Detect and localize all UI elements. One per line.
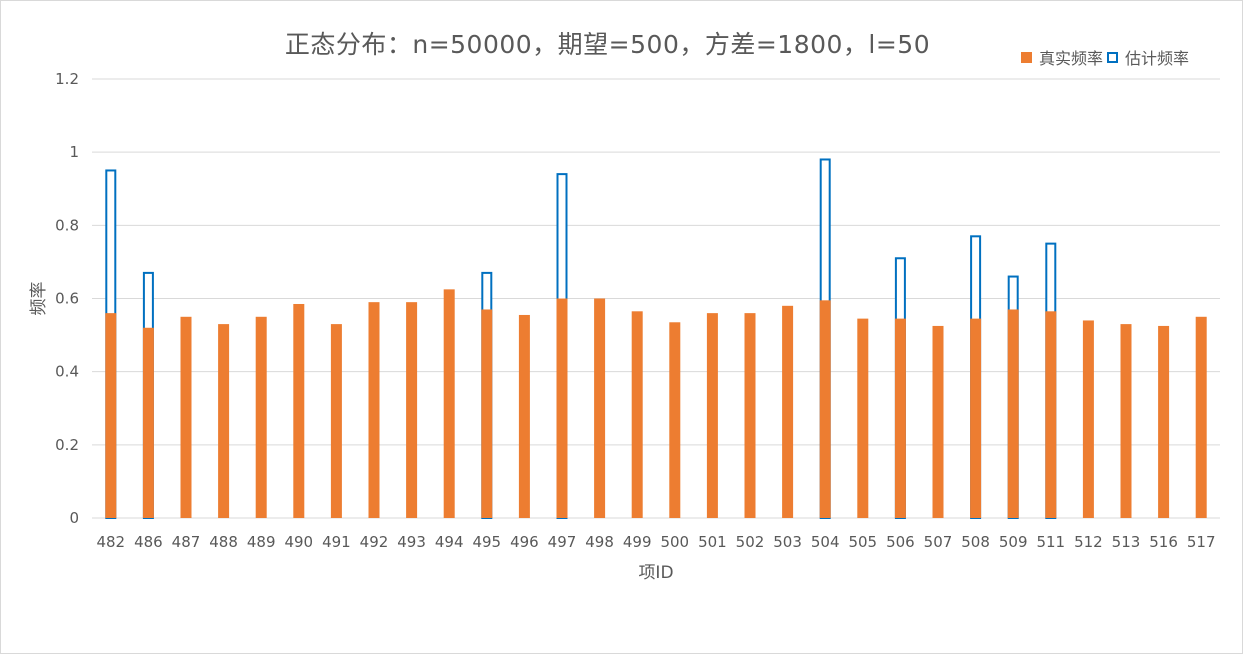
bars: [105, 158, 1207, 520]
bar-true-frequency: [218, 324, 230, 518]
bar-true-frequency: [594, 298, 606, 518]
bar-true-frequency: [293, 303, 305, 518]
x-tick-label: 509: [999, 533, 1028, 551]
y-tick-label: 1.2: [55, 70, 79, 88]
y-tick-label: 0.6: [55, 290, 79, 308]
legend-swatch-estimated-frequency: [1107, 51, 1119, 63]
chart-title: 正态分布：n=50000，期望=500，方差=1800，l=50: [284, 30, 931, 59]
x-tick-label: 504: [811, 533, 840, 551]
bar-true-frequency: [518, 314, 530, 518]
legend-label-true-frequency: 真实频率: [1039, 49, 1104, 68]
bar-true-frequency: [706, 313, 718, 518]
x-tick-label: 493: [397, 533, 426, 551]
bar-true-frequency: [744, 313, 756, 518]
bar-true-frequency: [1082, 320, 1094, 518]
legend: 真实频率 估计频率: [1021, 45, 1193, 69]
bar-true-frequency: [556, 298, 568, 518]
x-tick-label: 506: [886, 533, 915, 551]
y-axis-ticks: 0 0.2 0.4 0.6 0.8 1 1.2: [55, 70, 79, 527]
x-tick-label: 507: [924, 533, 953, 551]
x-tick-label: 492: [360, 533, 389, 551]
legend-label-estimated-frequency: 估计频率: [1125, 49, 1190, 68]
y-tick-label: 0: [69, 509, 79, 527]
x-tick-label: 500: [660, 533, 689, 551]
bar-true-frequency: [669, 322, 681, 518]
bar-true-frequency: [970, 318, 982, 518]
bar-true-frequency: [180, 316, 192, 518]
legend-swatch-true-frequency: [1021, 51, 1032, 63]
x-tick-label: 498: [585, 533, 614, 551]
x-tick-label: 491: [322, 533, 351, 551]
bar-true-frequency: [481, 309, 493, 518]
bar-true-frequency: [631, 311, 643, 518]
bar-true-frequency: [1120, 324, 1132, 518]
bar-true-frequency: [1045, 311, 1057, 518]
bar-true-frequency: [894, 318, 906, 518]
x-tick-label: 482: [96, 533, 125, 551]
y-tick-label: 0.8: [55, 216, 79, 234]
bar-true-frequency: [932, 325, 944, 518]
x-tick-label: 488: [209, 533, 238, 551]
bar-true-frequency: [1158, 325, 1170, 518]
bar-true-frequency: [105, 313, 117, 518]
bar-true-frequency: [406, 302, 418, 518]
y-tick-label: 0.2: [55, 436, 79, 454]
x-axis-title: 项ID: [638, 563, 673, 583]
bar-true-frequency: [255, 316, 267, 518]
x-tick-label: 513: [1112, 533, 1141, 551]
x-tick-label: 512: [1074, 533, 1103, 551]
x-tick-label: 505: [848, 533, 877, 551]
x-axis-ticks: 482 486 487 488 489 490 491 492 493 494 495 496 497 4…: [96, 533, 1215, 551]
bar-true-frequency: [368, 302, 380, 518]
x-tick-label: 489: [247, 533, 276, 551]
gridlines: [92, 78, 1220, 519]
bar-true-frequency: [819, 300, 831, 518]
x-tick-label: 511: [1036, 533, 1065, 551]
y-tick-label: 1: [69, 143, 79, 161]
y-axis-title: 频率: [29, 282, 49, 316]
x-tick-label: 508: [961, 533, 990, 551]
x-tick-label: 499: [623, 533, 652, 551]
x-tick-label: 495: [472, 533, 501, 551]
bar-true-frequency: [142, 327, 154, 518]
x-tick-label: 516: [1149, 533, 1178, 551]
bar-true-frequency: [330, 324, 342, 518]
x-tick-label: 490: [284, 533, 313, 551]
y-tick-label: 0.4: [55, 363, 79, 381]
bar-true-frequency: [782, 305, 794, 518]
x-tick-label: 486: [134, 533, 163, 551]
legend-item-true-frequency: 真实频率: [1021, 45, 1103, 69]
bar-true-frequency: [1195, 316, 1207, 518]
x-tick-label: 503: [773, 533, 802, 551]
x-tick-label: 496: [510, 533, 539, 551]
legend-item-estimated-frequency: 估计频率: [1107, 45, 1189, 69]
x-tick-label: 502: [736, 533, 765, 551]
x-tick-label: 501: [698, 533, 727, 551]
bar-true-frequency: [443, 289, 455, 518]
bar-true-frequency: [1007, 309, 1019, 518]
x-tick-label: 497: [548, 533, 577, 551]
x-tick-label: 517: [1187, 533, 1216, 551]
x-tick-label: 487: [172, 533, 201, 551]
bar-true-frequency: [857, 318, 869, 518]
x-tick-label: 494: [435, 533, 464, 551]
